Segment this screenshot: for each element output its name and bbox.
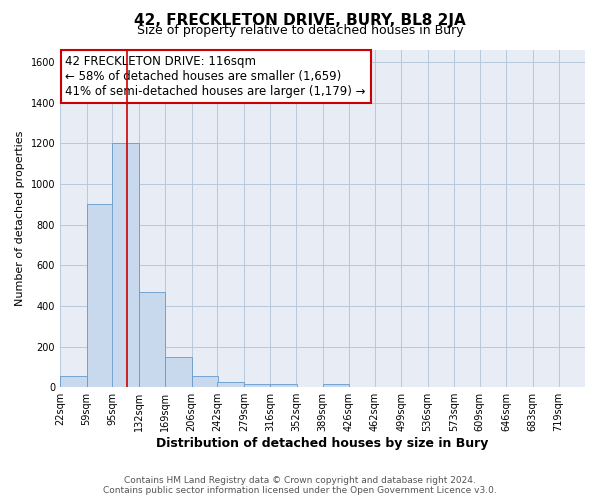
Bar <box>217 382 244 387</box>
Bar <box>323 384 349 387</box>
Bar <box>191 376 218 387</box>
Bar <box>139 292 165 387</box>
Text: 42 FRECKLETON DRIVE: 116sqm
← 58% of detached houses are smaller (1,659)
41% of : 42 FRECKLETON DRIVE: 116sqm ← 58% of det… <box>65 55 366 98</box>
Bar <box>165 356 191 387</box>
Bar <box>86 204 113 387</box>
Text: 42, FRECKLETON DRIVE, BURY, BL8 2JA: 42, FRECKLETON DRIVE, BURY, BL8 2JA <box>134 12 466 28</box>
Text: Contains HM Land Registry data © Crown copyright and database right 2024.
Contai: Contains HM Land Registry data © Crown c… <box>103 476 497 495</box>
Y-axis label: Number of detached properties: Number of detached properties <box>15 131 25 306</box>
Bar <box>112 144 139 387</box>
Text: Size of property relative to detached houses in Bury: Size of property relative to detached ho… <box>137 24 463 37</box>
Bar <box>244 384 271 387</box>
Bar <box>60 376 86 387</box>
X-axis label: Distribution of detached houses by size in Bury: Distribution of detached houses by size … <box>157 437 489 450</box>
Bar <box>271 384 297 387</box>
